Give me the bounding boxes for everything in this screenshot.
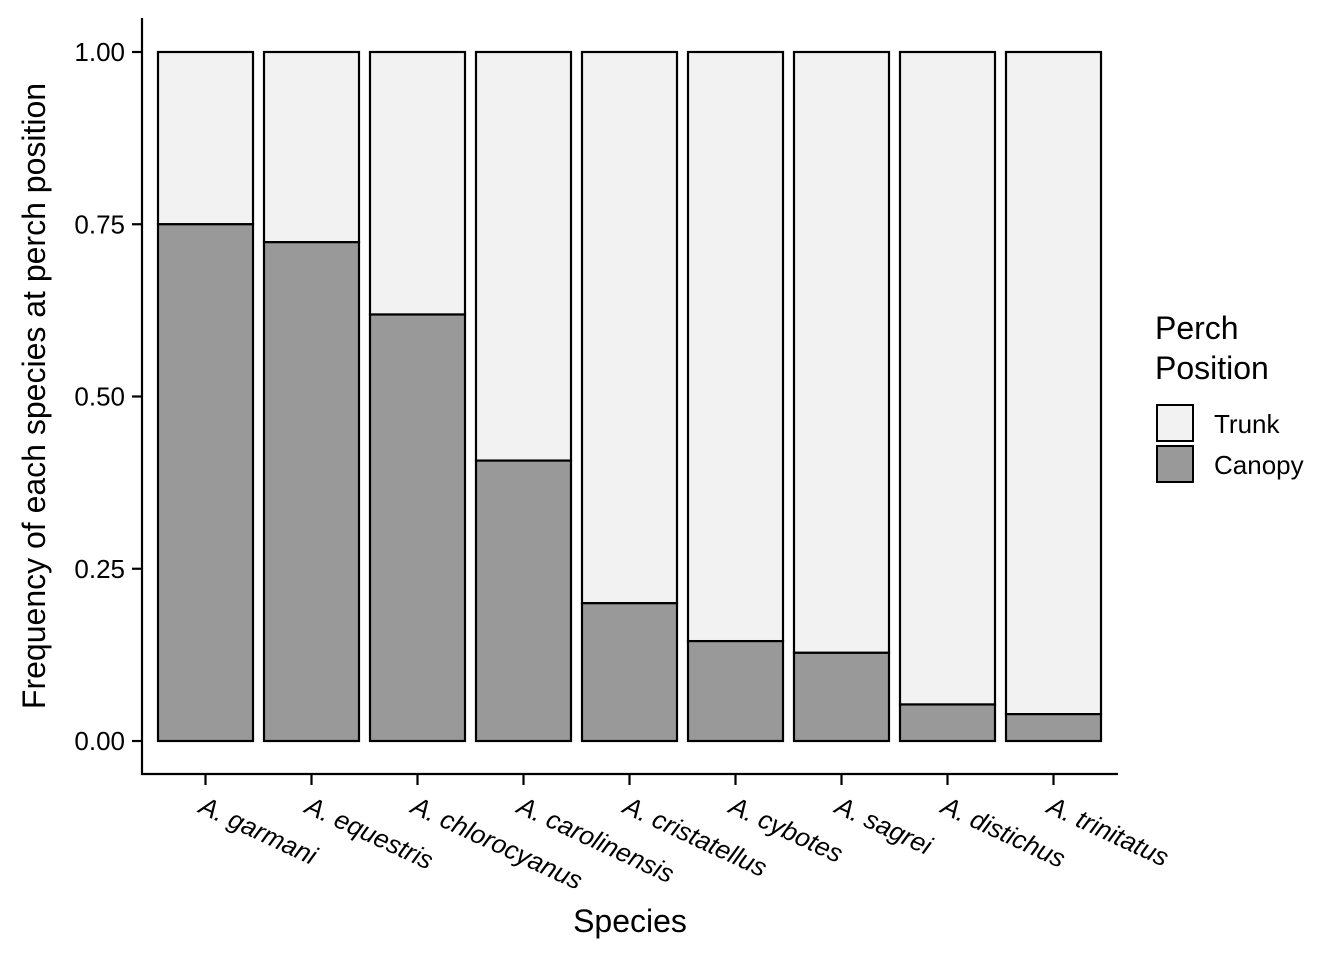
legend-label-trunk: Trunk xyxy=(1214,409,1280,439)
bar-canopy xyxy=(474,459,573,743)
legend-label-canopy: Canopy xyxy=(1214,450,1304,480)
bars-group xyxy=(156,50,1103,743)
legend-key-trunk xyxy=(1156,404,1194,442)
bar-trunk xyxy=(580,50,679,605)
x-tick-label: A. sagrei xyxy=(829,789,938,861)
bar-trunk xyxy=(474,50,573,462)
bar-trunk xyxy=(262,50,361,244)
y-tick-label: 1.00 xyxy=(74,37,125,67)
bar-trunk xyxy=(686,50,785,643)
bar-canopy xyxy=(262,241,361,743)
bar-canopy xyxy=(792,651,891,743)
bar-canopy xyxy=(1004,713,1103,743)
y-axis-title: Frequency of each species at perch posit… xyxy=(16,83,52,709)
bar-trunk xyxy=(1004,50,1103,716)
legend-title-line2: Position xyxy=(1155,350,1269,386)
bar-trunk xyxy=(792,50,891,654)
y-ticks-group: 0.00 0.25 0.50 0.75 1.00 xyxy=(74,37,142,756)
y-tick-label: 0.25 xyxy=(74,554,125,584)
y-tick-label: 0.75 xyxy=(74,209,125,239)
bar-canopy xyxy=(686,639,785,743)
y-tick-label: 0.50 xyxy=(74,382,125,412)
bar-trunk xyxy=(156,50,255,226)
bar-trunk xyxy=(368,50,467,316)
legend-key-canopy xyxy=(1156,445,1194,483)
bar-canopy xyxy=(898,703,997,743)
bar-trunk xyxy=(898,50,997,706)
x-axis-title: Species xyxy=(573,903,687,939)
bar-canopy xyxy=(368,313,467,743)
y-tick-label: 0.00 xyxy=(74,726,125,756)
bar-canopy xyxy=(580,602,679,743)
x-tick-label: A. garmani xyxy=(193,789,323,871)
legend-title-line1: Perch xyxy=(1155,310,1239,346)
bar-canopy xyxy=(156,223,255,743)
legend: Perch Position Trunk Canopy xyxy=(1155,310,1304,483)
